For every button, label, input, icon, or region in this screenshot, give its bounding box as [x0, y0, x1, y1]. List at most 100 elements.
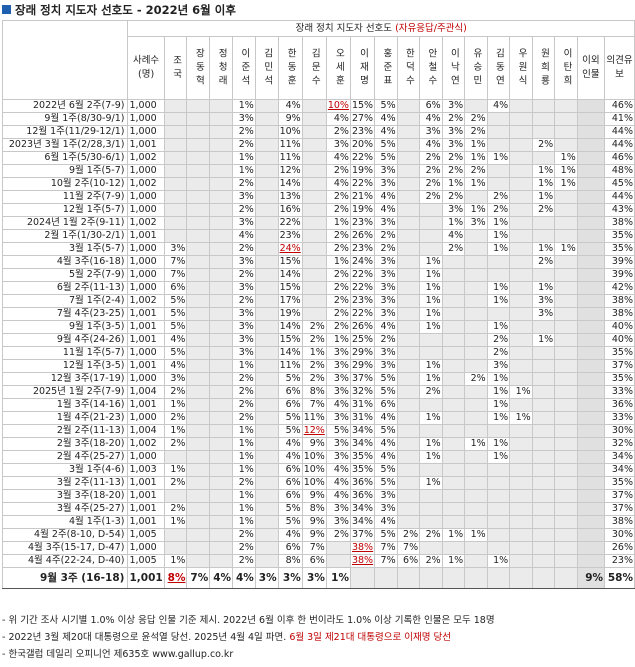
cell: 29% — [349, 346, 376, 360]
empty-cell — [396, 164, 421, 178]
empty-cell — [209, 515, 234, 529]
cell: 2% — [441, 112, 466, 126]
row-label: 9월 4주(24-26) — [1, 333, 129, 347]
title: 장래 정치 지도자 선호도 - 2022년 6월 이후 — [2, 2, 236, 18]
cell: 9% — [301, 515, 327, 529]
cell: 1% — [419, 359, 443, 373]
empty-cell — [186, 294, 211, 308]
empty-cell — [254, 242, 279, 256]
cell: 2% — [464, 125, 488, 139]
empty-cell — [464, 359, 488, 373]
empty-cell — [531, 125, 556, 139]
cell-value: 2% — [170, 477, 186, 489]
cell: 6% — [396, 554, 421, 568]
cell: 2% — [464, 372, 488, 386]
cell-value: 32% — [351, 386, 374, 398]
empty-cell — [486, 112, 511, 126]
cell-value: 2% — [333, 204, 349, 216]
cell: 2% — [232, 385, 256, 399]
empty-cell — [209, 554, 234, 568]
empty-cell — [464, 463, 488, 477]
empty-cell — [554, 567, 578, 589]
cell: 48% — [604, 164, 635, 178]
empty-cell — [509, 138, 533, 152]
empty-cell — [554, 216, 578, 230]
empty-cell — [186, 411, 211, 425]
row: 4월 3주(15-17, D-47) 1,000 2% 6% 7% 38% 7% 7% 26% — [1, 541, 635, 555]
cell: 22% — [277, 216, 303, 230]
sample-size: 1,000 — [127, 411, 165, 425]
cell-value: 26% — [351, 321, 374, 333]
cell-value: 2% — [333, 529, 349, 541]
sample-size: 1,002 — [127, 437, 165, 451]
cell-value: 7% — [309, 399, 325, 411]
cell-value: 1% — [170, 425, 186, 437]
empty-cell — [186, 372, 211, 386]
empty-cell — [554, 359, 578, 373]
cell: 4% — [441, 229, 466, 243]
empty-cell — [419, 216, 443, 230]
cell: 23% — [349, 216, 376, 230]
cell-value: 1% — [333, 256, 349, 268]
cell: 2% — [531, 138, 556, 152]
empty-cell — [419, 229, 443, 243]
empty-cell — [186, 554, 211, 568]
sample-size: 1,000 — [127, 541, 165, 555]
empty-cell — [186, 307, 211, 321]
cell: 1% — [163, 424, 188, 438]
cell-value: 37% — [611, 503, 633, 515]
cell-value: 1% — [538, 334, 554, 346]
cell-value: 1% — [425, 295, 441, 307]
cell: 4% — [277, 437, 303, 451]
cell: 1% — [232, 515, 256, 529]
cell: 1% — [486, 242, 511, 256]
cell-value: 7% — [380, 542, 396, 554]
empty-cell — [186, 424, 211, 438]
cell: 6% — [374, 398, 398, 412]
empty-cell — [441, 255, 466, 269]
empty-cell — [186, 203, 211, 217]
cell-value: 3% — [333, 373, 349, 385]
cell: 2% — [232, 294, 256, 308]
cell-value: 3% — [333, 386, 349, 398]
empty-cell — [554, 528, 578, 542]
column-header: 의견유보 — [604, 36, 635, 100]
cell-value: 1% — [425, 412, 441, 424]
cell: 5% — [277, 411, 303, 425]
corner — [1, 20, 129, 100]
empty-cell — [464, 541, 488, 555]
cell: 2% — [301, 320, 327, 334]
cell: 10% — [301, 450, 327, 464]
cell: 42% — [604, 281, 635, 295]
empty-cell — [576, 372, 606, 386]
cell-value: 7% — [190, 572, 209, 584]
empty-cell — [254, 333, 279, 347]
empty-cell — [325, 541, 351, 555]
row-label: 4월 3주(16-18) — [1, 255, 129, 269]
empty-cell — [209, 99, 234, 113]
empty-cell — [531, 450, 556, 464]
cell-value: 1% — [538, 243, 554, 255]
empty-cell — [554, 268, 578, 282]
cell-value: 38% — [351, 542, 374, 554]
cell: 1% — [419, 476, 443, 490]
cell: 2% — [419, 554, 443, 568]
empty-cell — [254, 255, 279, 269]
cell: 1% — [531, 190, 556, 204]
cell-value: 3% — [380, 178, 396, 190]
cell: 14% — [277, 268, 303, 282]
sample-size: 1,001 — [127, 307, 165, 321]
empty-cell — [576, 138, 606, 152]
header-row: 장래 정치 지도자 선호도 (자유응답/주관식) — [1, 20, 635, 100]
cell: 2% — [486, 203, 511, 217]
cell: 15% — [277, 255, 303, 269]
cell: 44% — [604, 190, 635, 204]
empty-cell — [209, 424, 234, 438]
empty-cell — [509, 346, 533, 360]
cell-value: 1% — [309, 347, 325, 359]
empty-cell — [441, 372, 466, 386]
empty-cell — [186, 281, 211, 295]
cell-value: 14% — [279, 321, 301, 333]
empty-cell — [464, 229, 488, 243]
cell: 4% — [325, 177, 351, 191]
